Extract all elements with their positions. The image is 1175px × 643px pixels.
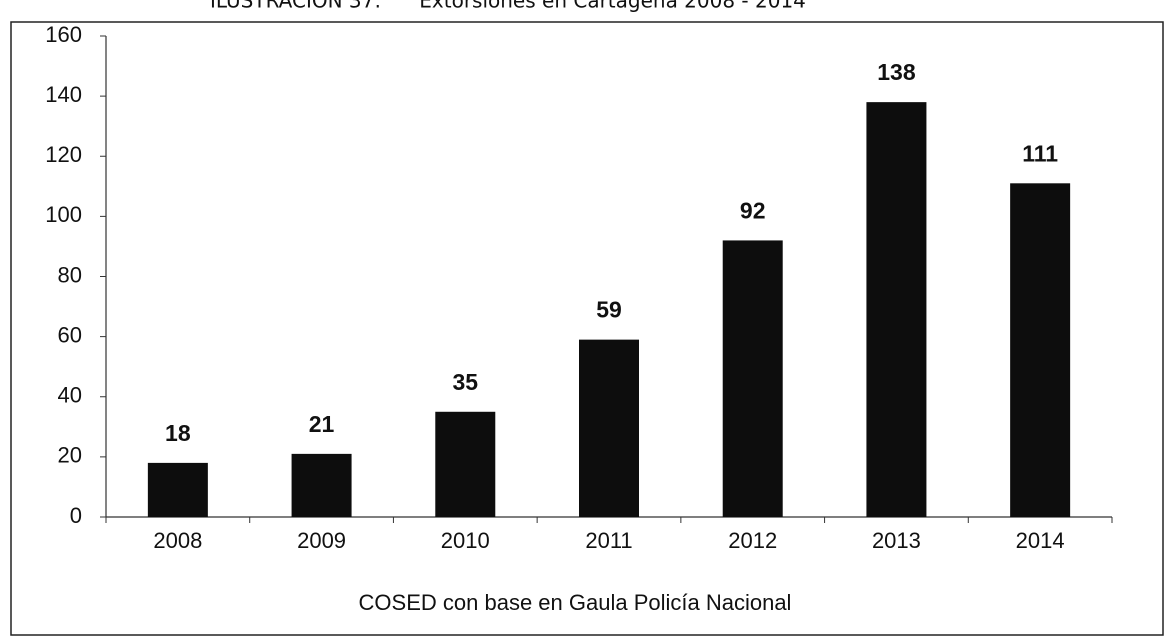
data-label: 21 (309, 411, 335, 437)
data-label: 35 (452, 369, 478, 395)
x-tick-label: 2014 (1016, 528, 1065, 553)
x-tick-label: 2011 (585, 528, 632, 553)
bar (722, 240, 783, 518)
data-label: 59 (596, 297, 622, 323)
y-tick-label: 80 (58, 262, 82, 287)
y-tick-label: 140 (45, 82, 82, 107)
data-label: 18 (165, 420, 191, 446)
chart-title: ILUSTRACIÓN 37: Extorsiones en Cartagena… (210, 0, 806, 13)
bar (866, 102, 927, 517)
y-tick-label: 120 (45, 142, 82, 167)
y-tick-label: 20 (58, 443, 82, 468)
data-label: 138 (877, 59, 916, 85)
y-tick-label: 40 (58, 383, 82, 408)
bar (147, 462, 208, 517)
y-tick-label: 100 (45, 202, 82, 227)
y-tick-label: 0 (70, 503, 82, 528)
x-tick-label: 2008 (153, 528, 202, 553)
bar (579, 339, 639, 517)
chart-frame (10, 21, 1164, 636)
y-tick-label: 60 (58, 322, 82, 347)
x-tick-label: 2013 (872, 528, 921, 553)
x-tick-label: 2010 (441, 528, 490, 553)
x-tick-label: 2012 (728, 528, 777, 553)
data-label: 111 (1022, 140, 1058, 166)
bar (1010, 183, 1071, 517)
bar (435, 411, 496, 517)
data-label: 92 (740, 198, 766, 224)
y-tick-label: 160 (45, 22, 82, 47)
bar (291, 453, 352, 517)
source-note: COSED con base en Gaula Policía Nacional (359, 590, 792, 615)
x-tick-label: 2009 (297, 528, 346, 553)
